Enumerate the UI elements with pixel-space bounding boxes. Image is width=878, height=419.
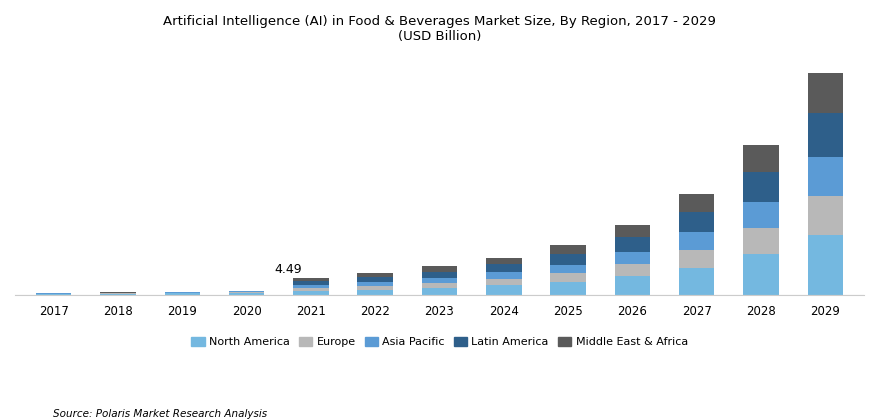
Bar bbox=[357, 282, 392, 285]
Bar bbox=[228, 291, 264, 292]
Bar bbox=[743, 254, 778, 295]
Text: 4.49: 4.49 bbox=[274, 263, 302, 276]
Bar bbox=[550, 254, 585, 264]
Bar bbox=[486, 279, 521, 285]
Bar bbox=[486, 264, 521, 272]
Bar bbox=[357, 290, 392, 295]
Bar bbox=[550, 282, 585, 295]
Bar bbox=[679, 232, 714, 250]
Bar bbox=[743, 228, 778, 254]
Bar bbox=[293, 291, 328, 295]
Bar bbox=[100, 293, 135, 294]
Legend: North America, Europe, Asia Pacific, Latin America, Middle East & Africa: North America, Europe, Asia Pacific, Lat… bbox=[186, 332, 692, 352]
Bar bbox=[164, 292, 199, 293]
Bar bbox=[293, 278, 328, 281]
Bar bbox=[807, 235, 842, 295]
Bar bbox=[614, 264, 650, 276]
Bar bbox=[679, 268, 714, 295]
Bar bbox=[679, 212, 714, 232]
Bar bbox=[357, 285, 392, 290]
Text: Source: Polaris Market Research Analysis: Source: Polaris Market Research Analysis bbox=[53, 409, 267, 419]
Bar bbox=[486, 258, 521, 264]
Bar bbox=[614, 276, 650, 295]
Bar bbox=[357, 273, 392, 277]
Bar bbox=[164, 293, 199, 295]
Title: Artificial Intelligence (AI) in Food & Beverages Market Size, By Region, 2017 - : Artificial Intelligence (AI) in Food & B… bbox=[163, 15, 715, 43]
Bar bbox=[550, 245, 585, 254]
Bar bbox=[614, 252, 650, 264]
Bar bbox=[357, 277, 392, 282]
Bar bbox=[293, 285, 328, 288]
Bar bbox=[614, 225, 650, 237]
Bar bbox=[293, 281, 328, 285]
Bar bbox=[807, 113, 842, 158]
Bar bbox=[679, 250, 714, 268]
Bar bbox=[421, 272, 457, 278]
Bar bbox=[228, 292, 264, 293]
Bar bbox=[486, 285, 521, 295]
Bar bbox=[550, 264, 585, 273]
Bar bbox=[743, 145, 778, 172]
Bar bbox=[421, 278, 457, 283]
Bar bbox=[421, 283, 457, 288]
Bar bbox=[807, 158, 842, 196]
Bar bbox=[100, 294, 135, 295]
Bar bbox=[743, 202, 778, 228]
Bar bbox=[807, 73, 842, 113]
Bar bbox=[614, 237, 650, 252]
Bar bbox=[486, 272, 521, 279]
Bar bbox=[36, 294, 71, 295]
Bar bbox=[679, 194, 714, 212]
Bar bbox=[743, 172, 778, 202]
Bar bbox=[807, 196, 842, 235]
Bar bbox=[228, 293, 264, 295]
Bar bbox=[421, 288, 457, 295]
Bar bbox=[550, 273, 585, 282]
Bar bbox=[293, 288, 328, 291]
Bar bbox=[421, 266, 457, 272]
